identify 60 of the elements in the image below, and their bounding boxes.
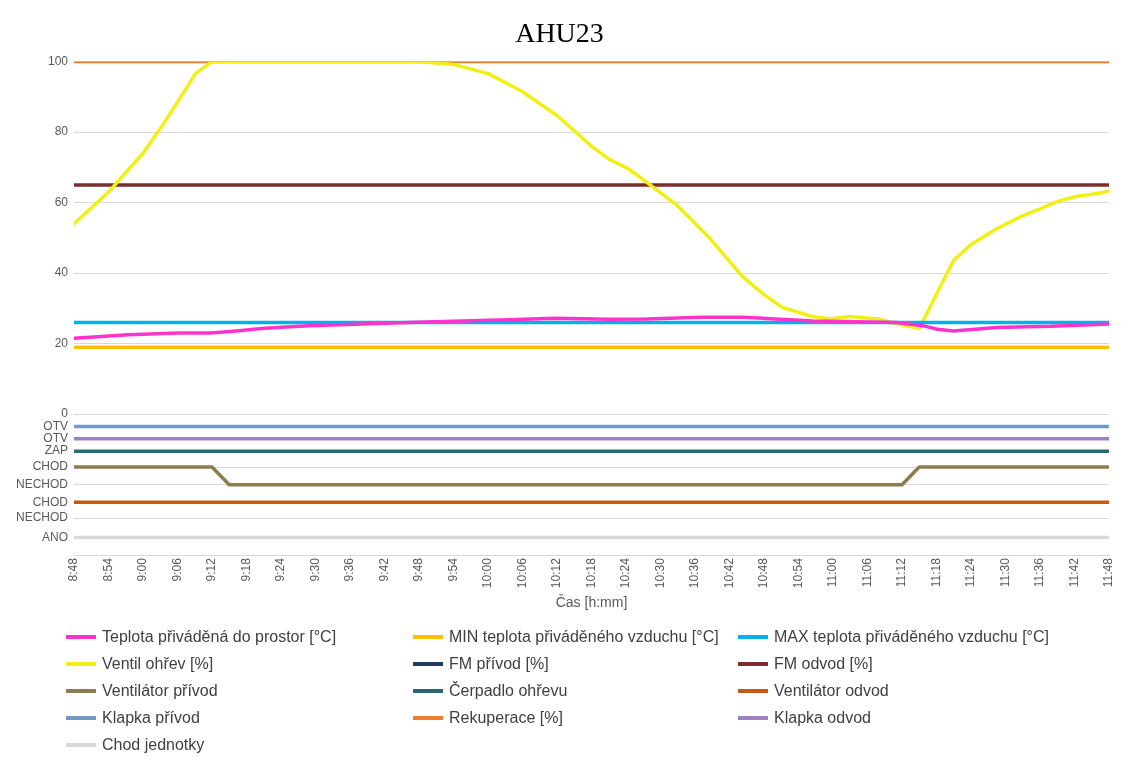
x-tick-label: 9:48 xyxy=(411,557,426,582)
chart-title: AHU23 xyxy=(515,17,604,49)
x-tick-label: 11:36 xyxy=(1032,557,1047,588)
legend-label: Chod jednotky xyxy=(102,735,205,754)
y-tick-label: 100 xyxy=(47,53,69,68)
x-tick-label: 8:48 xyxy=(66,557,81,582)
legend-label: MAX teplota přiváděného vzduchu [°C] xyxy=(774,627,1049,646)
x-tick-label: 9:18 xyxy=(238,557,253,582)
y-tick-label: CHOD xyxy=(32,494,69,509)
x-tick-label: 9:36 xyxy=(342,557,357,582)
y-tick-label: NECHOD xyxy=(15,510,69,525)
x-tick-label: 11:24 xyxy=(963,557,978,588)
y-tick-label: 0 xyxy=(61,406,69,421)
x-tick-label: 11:00 xyxy=(825,557,840,588)
legend-label: Ventilátor odvod xyxy=(774,681,889,700)
x-tick-label: 11:30 xyxy=(997,557,1012,588)
legend-label: Rekuperace [%] xyxy=(449,708,563,727)
y-tick-label: NECHOD xyxy=(15,476,69,491)
legend-label: Klapka přívod xyxy=(102,708,200,727)
x-tick-label: 9:00 xyxy=(135,557,150,582)
x-axis-title: Čas [h:mm] xyxy=(555,594,628,611)
y-tick-label: 20 xyxy=(54,335,69,350)
x-tick-label: 9:54 xyxy=(445,557,460,582)
x-tick-label: 11:18 xyxy=(928,557,943,588)
legend-label: FM odvod [%] xyxy=(774,654,873,673)
x-tick-label: 9:06 xyxy=(169,557,184,582)
y-tick-label: 40 xyxy=(54,265,69,280)
x-tick-label: 11:06 xyxy=(859,557,874,588)
x-tick-label: 10:54 xyxy=(790,557,805,589)
x-tick-label: 11:48 xyxy=(1101,557,1116,588)
x-tick-label: 10:00 xyxy=(480,557,495,589)
y-tick-label: ANO xyxy=(41,529,68,544)
x-tick-label: 11:12 xyxy=(894,557,909,588)
legend-label: Ventilátor přívod xyxy=(102,681,218,700)
legend-label: Klapka odvod xyxy=(774,708,871,727)
x-tick-label: 8:54 xyxy=(100,557,115,582)
x-tick-label: 10:06 xyxy=(514,557,529,589)
x-tick-label: 11:42 xyxy=(1066,557,1081,588)
legend-label: Čerpadlo ohřevu xyxy=(449,681,568,700)
x-tick-label: 10:30 xyxy=(652,557,667,589)
x-tick-label: 10:42 xyxy=(721,557,736,589)
x-tick-label: 9:24 xyxy=(273,557,288,582)
x-tick-label: 10:24 xyxy=(618,557,633,589)
y-tick-label: OTV xyxy=(43,431,68,446)
x-tick-label: 10:12 xyxy=(549,557,564,589)
x-tick-label: 10:48 xyxy=(756,557,771,589)
legend-label: Teplota přiváděná do prostor [°C] xyxy=(102,627,337,646)
x-tick-label: 9:30 xyxy=(307,557,322,582)
y-tick-label: 80 xyxy=(54,124,69,139)
y-tick-label: CHOD xyxy=(32,459,69,474)
y-tick-label: OTV xyxy=(43,418,68,433)
x-tick-label: 9:42 xyxy=(376,557,391,582)
x-tick-label: 10:18 xyxy=(583,557,598,589)
y-tick-label: 60 xyxy=(54,194,69,209)
legend-label: MIN teplota přiváděného vzduchu [°C] xyxy=(449,627,719,646)
legend-label: Ventil ohřev [%] xyxy=(102,654,214,673)
y-tick-label: ZAP xyxy=(44,443,68,458)
legend-label: FM přívod [%] xyxy=(449,654,549,673)
x-tick-label: 10:36 xyxy=(687,557,702,589)
x-tick-label: 9:12 xyxy=(204,557,219,582)
